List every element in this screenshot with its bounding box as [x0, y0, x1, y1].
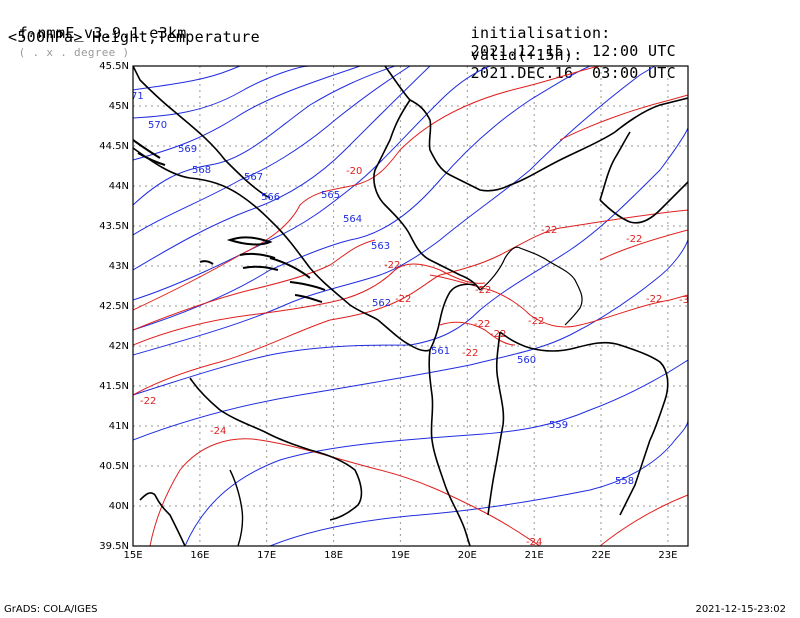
init-time: initialisation: 2021.12.15. 12:00 UTC — [452, 6, 676, 60]
height-label: 565 — [321, 190, 340, 201]
y-tick-label: 43N — [109, 261, 129, 272]
temperature-label: -3 — [679, 295, 689, 306]
y-tick-label: 41.5N — [99, 381, 129, 392]
y-tick-label: 43.5N — [99, 221, 129, 232]
temperature-label: -22 — [474, 319, 490, 330]
valid-time: valid(+15h): 2021.DEC.16 03:00 UTC — [452, 28, 676, 82]
x-tick-label: 17E — [257, 550, 276, 561]
y-tick-label: 44.5N — [99, 141, 129, 152]
unit-note: ( . x . degree ) — [18, 46, 130, 59]
temperature-label: -22 — [490, 329, 506, 340]
height-label: 566 — [261, 192, 280, 203]
temperature-label: -22 — [626, 234, 642, 245]
temperature-label: -24 — [526, 537, 542, 548]
y-tick-label: 40N — [109, 501, 129, 512]
x-tick-label: 23E — [658, 550, 677, 561]
height-label: 569 — [178, 144, 197, 155]
x-tick-label: 16E — [190, 550, 209, 561]
y-tick-label: 41N — [109, 421, 129, 432]
init-value: 2021.12.15. 12:00 UTC — [470, 42, 676, 60]
height-label: 567 — [244, 172, 263, 183]
temperature-label: -22 — [646, 294, 662, 305]
height-contour-labels: 71 570 569 568 567 566 565 564 563 562 5… — [131, 91, 634, 487]
generation-timestamp: 2021-12-15-23:02 — [695, 604, 786, 615]
height-label: 71 — [131, 91, 144, 102]
model-name: f-nmmE_v3.9.1-e3km — [18, 24, 187, 42]
y-tick-label: 42N — [109, 341, 129, 352]
x-tick-label: 15E — [123, 550, 142, 561]
x-tick-label: 21E — [525, 550, 544, 561]
y-axis-ticks: 39.5N 40N 40.5N 41N 41.5N 42N 42.5N 43N … — [99, 61, 129, 552]
model-title: f-nmmE_v3.9.1-e3km ( . x . degree ) — [0, 6, 187, 60]
height-label: 570 — [148, 120, 167, 131]
temperature-label: -22 — [462, 348, 478, 359]
init-label: initialisation: — [470, 24, 611, 42]
temperature-label: -20 — [346, 166, 362, 177]
grads-credit: GrADS: COLA/IGES — [4, 604, 98, 615]
plot-frame — [132, 65, 689, 547]
x-tick-label: 20E — [458, 550, 477, 561]
height-label: 563 — [371, 241, 390, 252]
coastlines-and-borders — [133, 66, 688, 546]
height-label: 561 — [431, 346, 450, 357]
y-tick-label: 45N — [109, 101, 129, 112]
x-tick-label: 19E — [391, 550, 410, 561]
temperature-label: -22 — [140, 396, 156, 407]
height-label: 568 — [192, 165, 211, 176]
height-label: 562 — [372, 298, 391, 309]
y-tick-label: 44N — [109, 181, 129, 192]
temperature-label: -24 — [210, 426, 226, 437]
temperature-label: -22 — [395, 294, 411, 305]
height-label: 560 — [517, 355, 536, 366]
level-field-title: <500hPa> Height,Temperature — [8, 28, 260, 46]
valid-label: valid(+15h): — [470, 46, 583, 64]
height-label: 564 — [343, 214, 362, 225]
y-tick-label: 42.5N — [99, 301, 129, 312]
height-label: 559 — [549, 420, 568, 431]
temperature-contour-labels: -20 -22 -22 -22 -22 -22 -22 -22 -22 -22 … — [140, 166, 689, 548]
y-tick-label: 40.5N — [99, 461, 129, 472]
valid-value: 2021.DEC.16 03:00 UTC — [470, 64, 676, 82]
temperature-label: -22 — [384, 260, 400, 271]
y-tick-label: 39.5N — [99, 541, 129, 552]
x-axis-ticks: 15E 16E 17E 18E 19E 20E 21E 22E 23E — [123, 550, 677, 561]
temperature-label: -22 — [475, 285, 491, 296]
x-tick-label: 22E — [591, 550, 610, 561]
temperature-label: -22 — [528, 316, 544, 327]
height-label: 558 — [615, 476, 634, 487]
x-tick-label: 18E — [324, 550, 343, 561]
temperature-label: -22 — [541, 225, 557, 236]
graticule — [133, 66, 688, 546]
y-tick-label: 45.5N — [99, 61, 129, 72]
height-contours — [133, 66, 688, 546]
